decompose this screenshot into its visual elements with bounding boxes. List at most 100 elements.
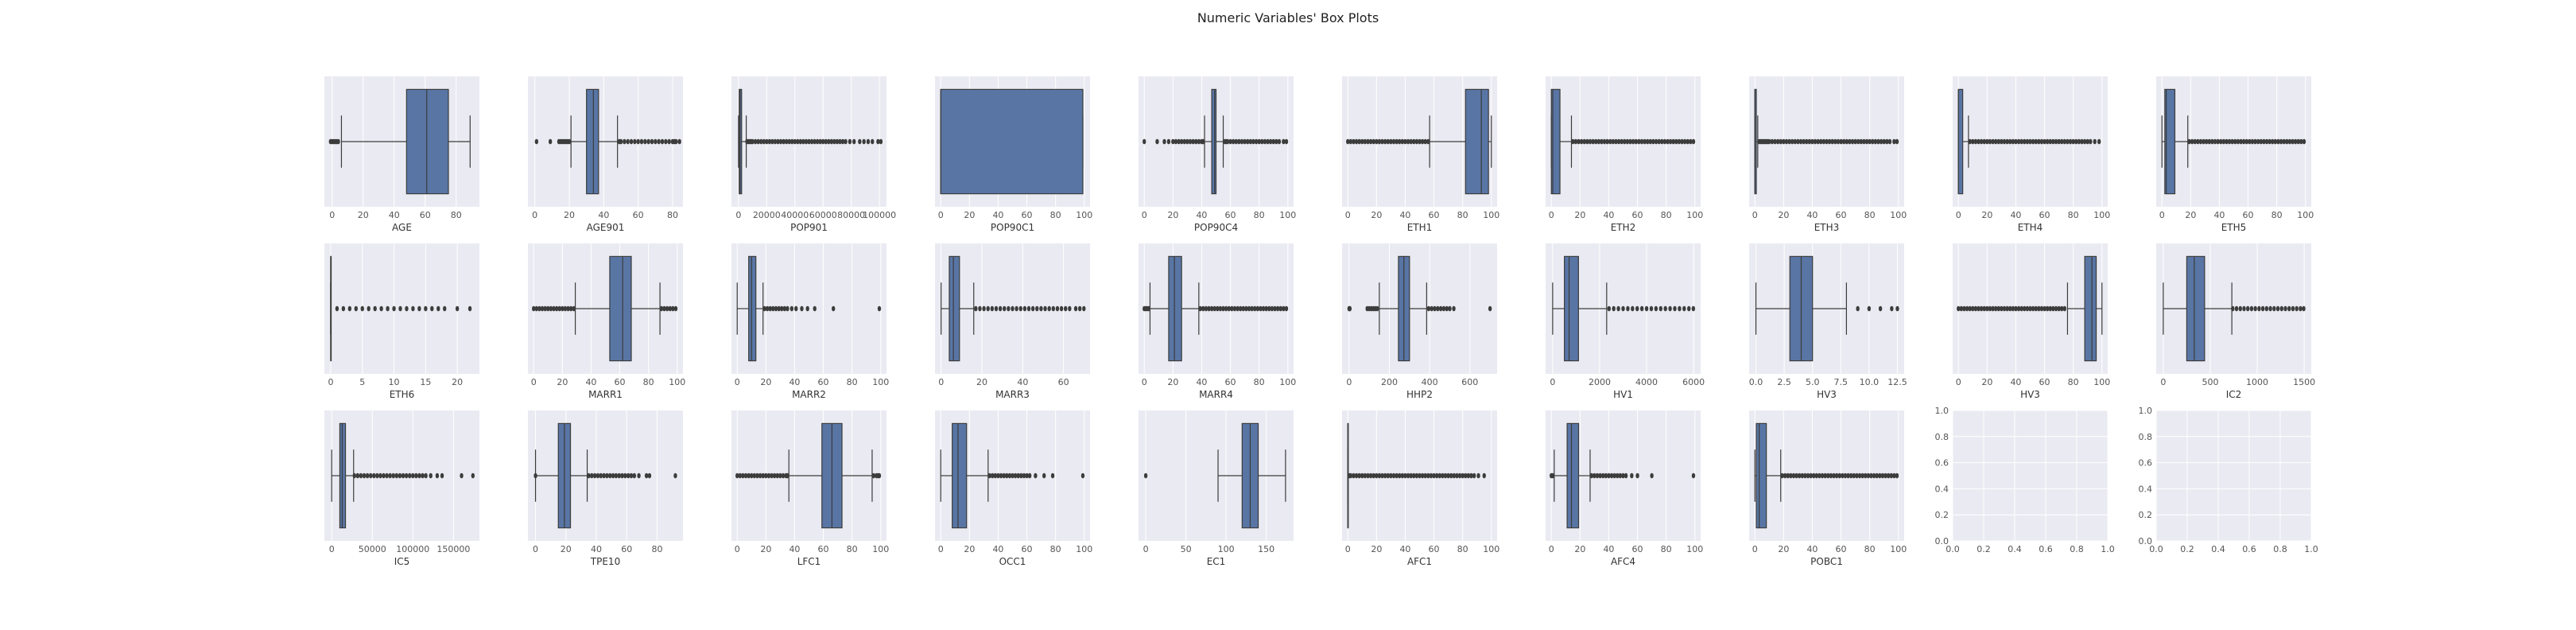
outlier-point [1368,138,1373,145]
outlier-point [753,138,758,145]
outlier-point [831,305,836,312]
outlier-point [1660,138,1664,145]
outlier-point [557,305,561,312]
outlier-point [1628,138,1632,145]
outlier-point [1849,472,1853,479]
outlier-point [735,472,739,479]
outlier-point [1438,305,1443,312]
x-tick-label: 80 [1457,210,1468,220]
outlier-point [1836,138,1841,145]
outlier-point [2000,305,2004,312]
outlier-point [1618,472,1623,479]
outlier-point [1005,472,1009,479]
y-tick-label: 1.0 [2139,406,2153,416]
outlier-point [599,472,603,479]
outlier-point [1645,138,1650,145]
y-tick-label: 0.2 [2139,510,2153,520]
x-axis-label: OCC1 [999,556,1026,567]
outlier-point [654,138,658,145]
outlier-point [1263,138,1267,145]
outlier-point [1230,305,1234,312]
outlier-point [1267,305,1271,312]
outlier-point [747,472,751,479]
outlier-point [1386,472,1390,479]
outlier-point [1802,138,1806,145]
x-tick-label: 0 [533,544,538,554]
x-tick-label: 0.0 [1749,377,1763,387]
outlier-point [1573,138,1578,145]
box [2164,88,2176,195]
outlier-point [1380,138,1384,145]
outlier-point [665,305,669,312]
outlier-point [2299,305,2302,312]
outlier-point [2291,305,2295,312]
outlier-point [1588,138,1593,145]
outlier-point [1218,305,1223,312]
outlier-point [1412,472,1416,479]
outlier-point [1643,138,1647,145]
x-tick-label: 20 [964,544,975,554]
outlier-point [639,138,644,145]
outlier-point [782,305,787,312]
x-tick-label: 0 [1549,210,1554,220]
outlier-point [987,472,991,479]
outlier-point [2068,138,2073,145]
outlier-point [1391,138,1396,145]
outlier-point [424,305,428,312]
outlier-point [1595,472,1600,479]
outlier-point [411,305,415,312]
outlier-point [1348,305,1352,312]
outlier-point [1616,138,1621,145]
outlier-point [1022,472,1026,479]
outlier-point [2051,305,2055,312]
outlier-point [1414,472,1419,479]
subplot: 0 20 40 60 80 100 HV3 [1953,243,2110,400]
x-tick-label: 2.5 [1777,377,1791,387]
outlier-point [1635,305,1639,312]
outlier-point [643,138,647,145]
x-tick-label: 60 [1429,544,1440,554]
outlier-point [1644,305,1649,312]
outlier-point [2246,305,2250,312]
outlier-point [2043,305,2046,312]
outlier-point [781,472,786,479]
box [952,422,968,529]
outlier-point [1270,305,1274,312]
outlier-point [804,138,809,145]
outlier-point [1386,138,1390,145]
x-tick-label: 0 [1142,210,1147,220]
outlier-point [546,305,550,312]
x-axis-label: IC2 [2226,389,2242,400]
outlier-point [673,472,677,479]
outlier-point [2014,138,2018,145]
outlier-point [355,472,360,479]
outlier-point [2236,138,2240,145]
outlier-point [999,472,1003,479]
outlier-point [1591,138,1595,145]
outlier-point [1357,472,1361,479]
outlier-point [2045,138,2050,145]
outlier-point [2082,138,2087,145]
x-tick-label: 40 [992,544,1003,554]
outlier-point [1409,138,1413,145]
x-tick-label: 40 [1603,544,1614,554]
outlier-point [1791,472,1796,479]
outlier-point [1803,472,1807,479]
outlier-point [1143,138,1146,145]
outlier-point [824,138,828,145]
outlier-point [644,472,649,479]
outlier-point [2019,138,2023,145]
x-tick-label: 40 [1806,544,1818,554]
outlier-point [779,305,784,312]
outlier-point [596,472,600,479]
outlier-point [2213,138,2217,145]
outlier-point [1859,138,1864,145]
x-tick-label: 40 [389,210,400,220]
outlier-point [2291,138,2295,145]
x-axis-label: HV3 [1817,389,1837,400]
outlier-point [1409,472,1413,479]
outlier-point [786,472,789,479]
outlier-point [1464,472,1468,479]
outlier-point [1395,472,1399,479]
outlier-point [2023,305,2027,312]
